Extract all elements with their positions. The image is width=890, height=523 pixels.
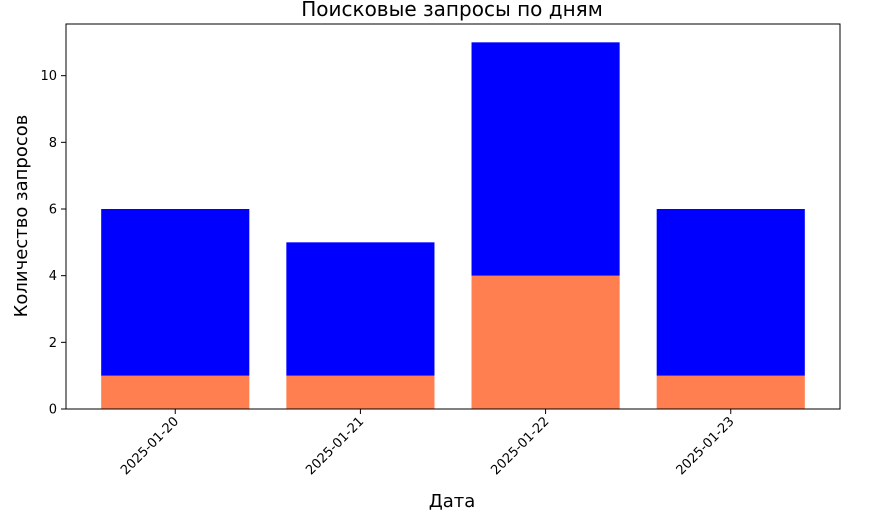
y-tick-label: 10	[40, 69, 57, 84]
chart-title: Поисковые запросы по дням	[301, 0, 603, 21]
x-tick-label: 2025-01-22	[488, 414, 552, 478]
y-tick-label: 2	[49, 336, 57, 351]
y-tick-label: 8	[49, 136, 57, 151]
y-axis: 0 2 4 6 8 10	[40, 69, 66, 418]
y-axis-label: Количество запросов	[11, 115, 32, 318]
bar-2025-01-21-segment-1	[286, 375, 435, 409]
bar-2025-01-22-segment-1	[471, 275, 620, 409]
x-tick-label: 2025-01-20	[118, 414, 182, 478]
y-tick-label: 0	[49, 403, 57, 418]
y-tick-label: 6	[49, 203, 57, 218]
y-tick-label: 4	[49, 269, 57, 284]
x-tick-label: 2025-01-21	[303, 414, 367, 478]
bar-2025-01-22-segment-2	[471, 42, 620, 276]
bars-layer	[101, 42, 805, 409]
x-tick-label: 2025-01-23	[674, 414, 738, 478]
bar-2025-01-23-segment-1	[656, 375, 805, 409]
bar-2025-01-23-segment-2	[656, 209, 805, 376]
x-axis: 2025-01-20 2025-01-21 2025-01-22 2025-01-23	[118, 409, 738, 478]
bar-2025-01-20-segment-1	[101, 375, 250, 409]
plot-frame	[65, 23, 841, 410]
x-axis-label: Дата	[429, 491, 476, 512]
bar-2025-01-21-segment-2	[286, 242, 435, 376]
bar-2025-01-20-segment-2	[101, 209, 250, 376]
